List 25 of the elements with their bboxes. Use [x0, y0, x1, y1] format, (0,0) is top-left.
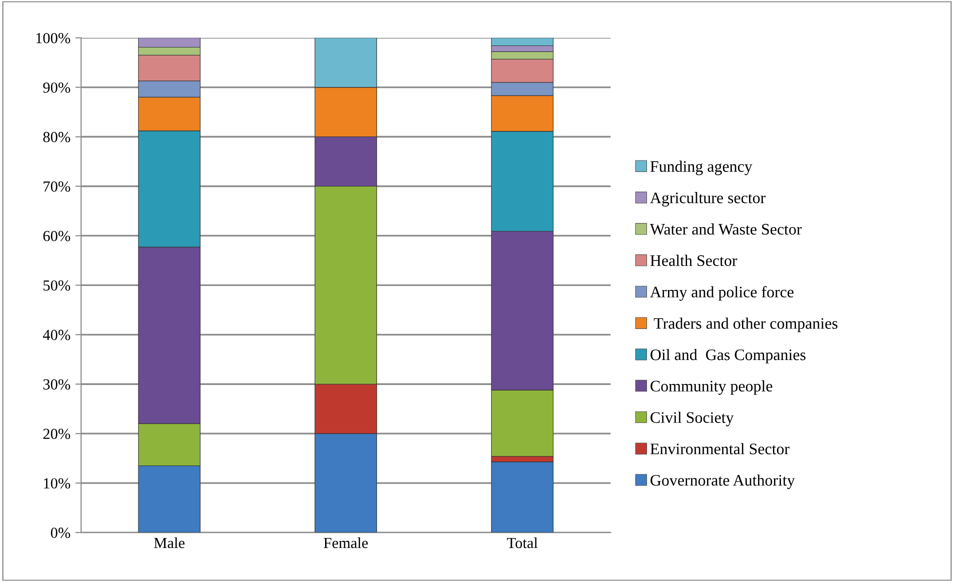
- y-tick-label: 30%: [43, 379, 70, 390]
- legend-label: Traders and other companies: [654, 318, 838, 332]
- y-tick-label: 0%: [50, 528, 70, 538]
- legend-label: Community people: [650, 380, 772, 395]
- legend-label: Governorate Authority: [650, 474, 795, 489]
- legend-label: Environmental Sector: [650, 443, 790, 454]
- y-tick-label: 90%: [43, 82, 70, 93]
- y-tick-label: 100%: [36, 32, 70, 44]
- x-tick-label: Male: [154, 537, 184, 548]
- legend-label: Agriculture sector: [650, 192, 766, 207]
- x-tick-label: Total: [507, 537, 538, 548]
- y-tick-label: 20%: [43, 428, 70, 440]
- y-tick-label: 80%: [43, 132, 70, 142]
- legend-label: Water and Waste Sector: [650, 223, 802, 235]
- y-tick-label: 10%: [44, 478, 70, 489]
- y-tick-label: 60%: [43, 230, 70, 242]
- y-tick-label: 70%: [44, 181, 70, 192]
- legend-label: Civil Society: [650, 412, 734, 426]
- legend-label: Funding agency: [650, 160, 752, 176]
- legend-label: Oil and Gas Companies: [650, 348, 806, 364]
- y-tick-label: 50%: [44, 280, 70, 291]
- legend-label: Army and police force: [650, 286, 794, 301]
- x-tick-label: Female: [324, 537, 368, 548]
- y-tick-label: 40%: [42, 330, 70, 340]
- legend-label: Health Sector: [650, 254, 738, 266]
